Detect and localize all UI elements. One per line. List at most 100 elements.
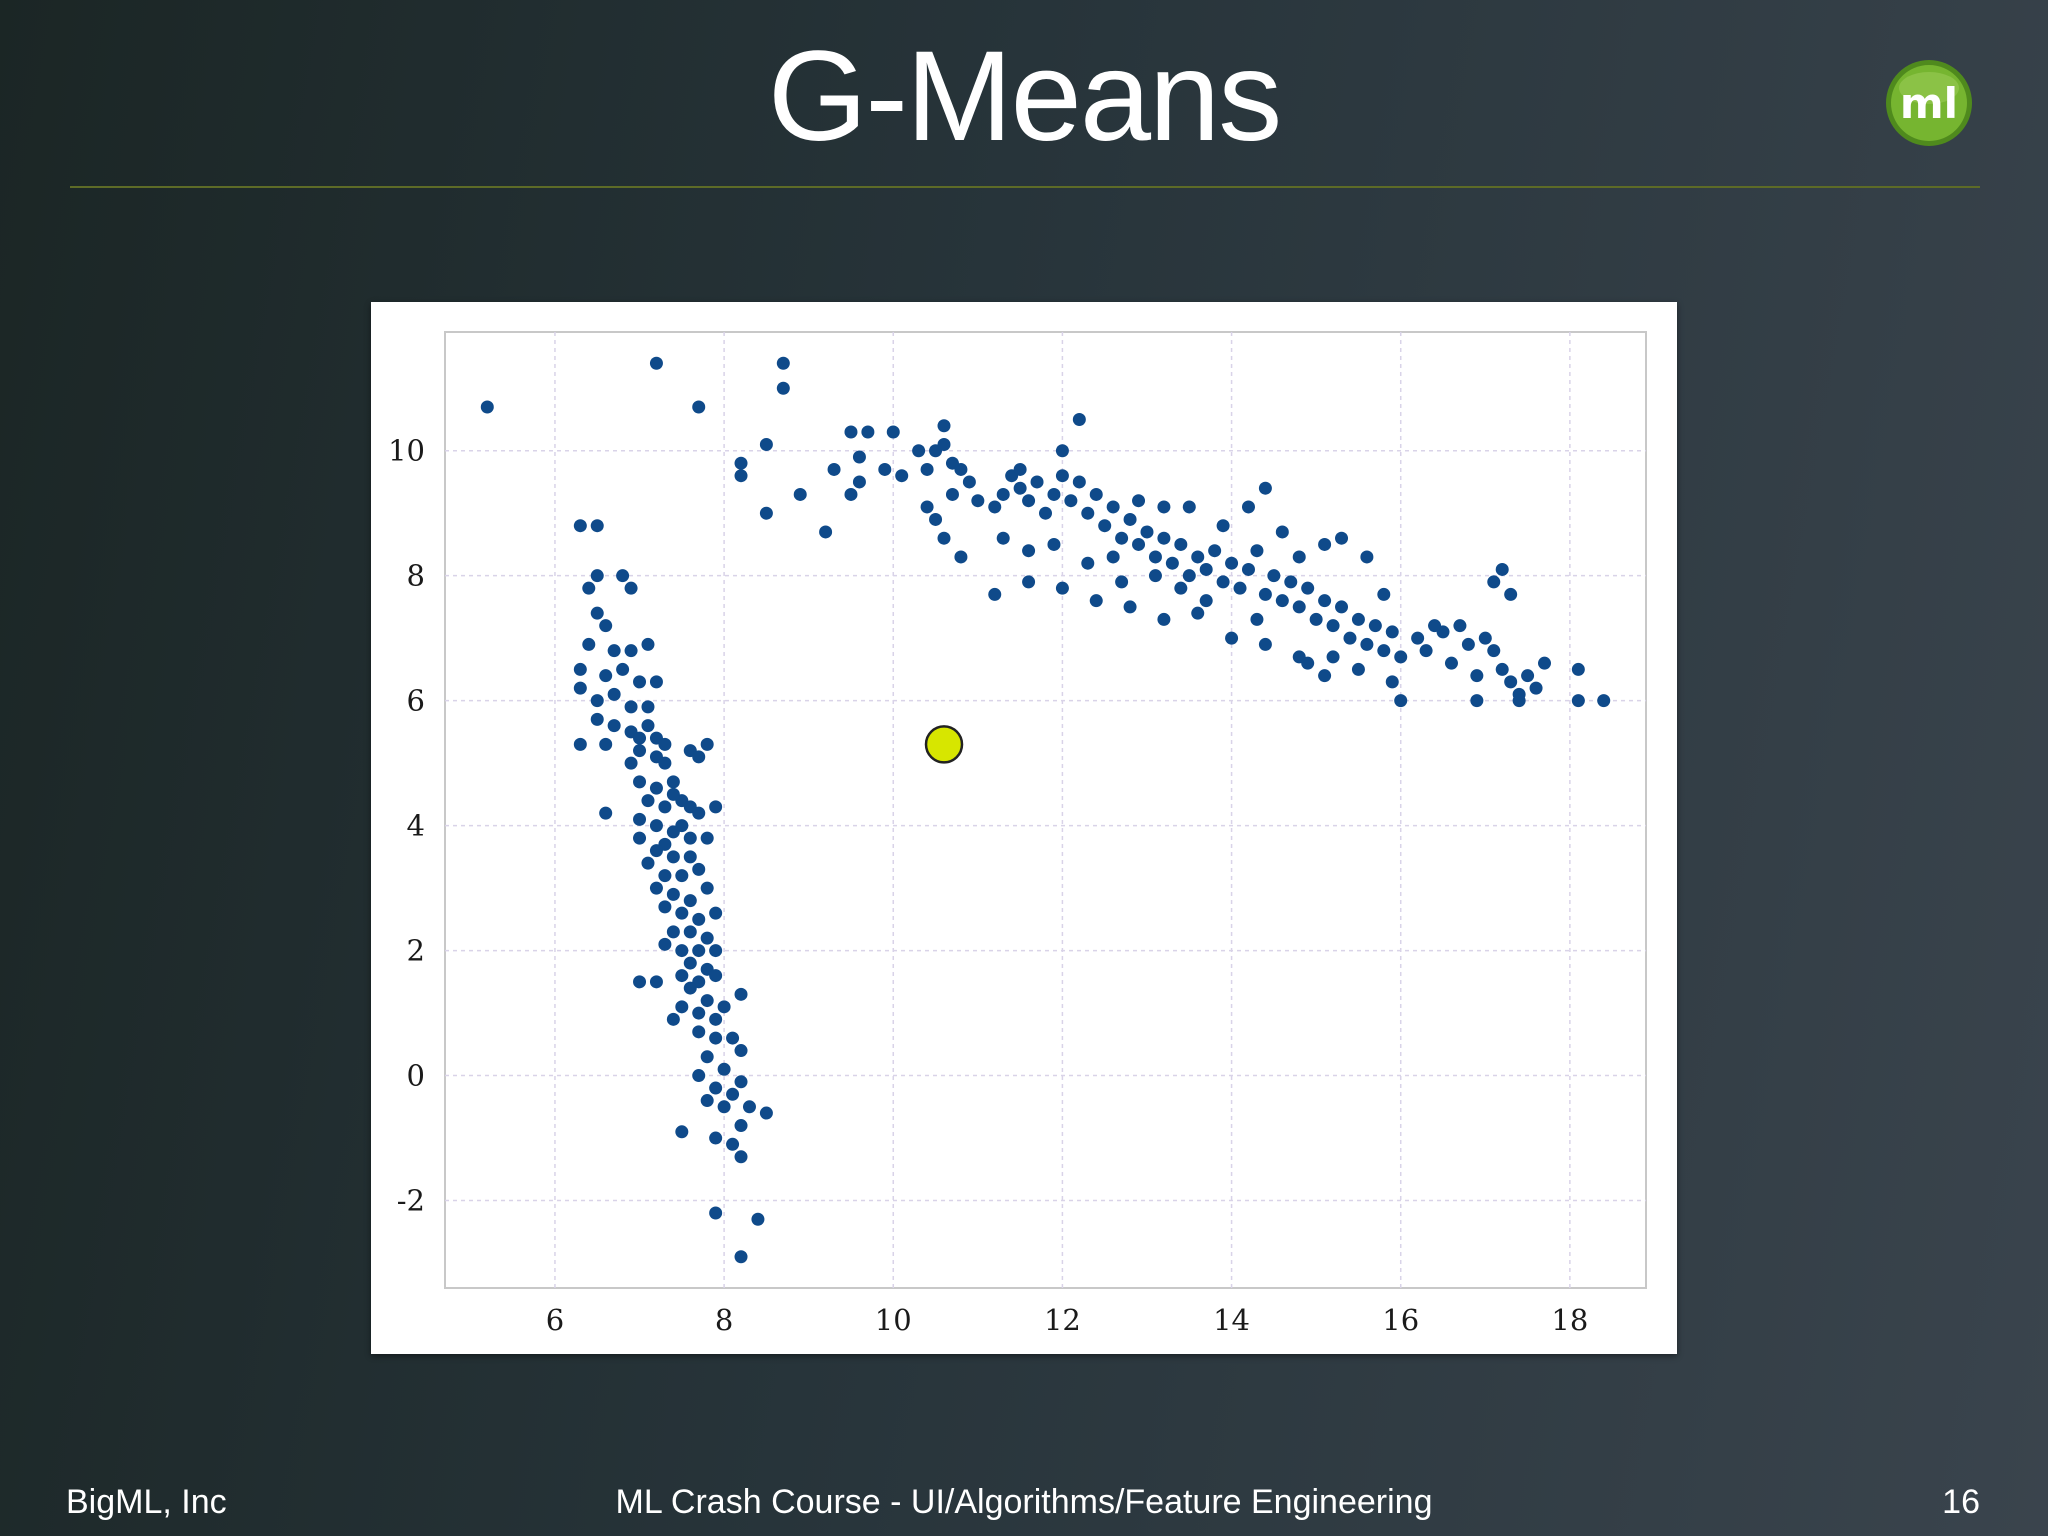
data-point — [1453, 619, 1467, 633]
y-tick-label: 4 — [407, 809, 425, 843]
data-point — [1072, 475, 1086, 489]
data-point — [1089, 594, 1103, 608]
data-point — [886, 425, 900, 439]
data-point — [1343, 631, 1357, 645]
data-point — [1106, 500, 1120, 514]
data-point — [1487, 575, 1501, 589]
data-point — [1394, 694, 1408, 708]
data-point — [1030, 475, 1044, 489]
data-point — [1233, 581, 1247, 595]
data-point — [1132, 494, 1146, 508]
data-point — [920, 462, 934, 476]
data-point — [1241, 500, 1255, 514]
data-point — [1241, 562, 1255, 576]
data-point — [1148, 569, 1162, 583]
data-point — [700, 881, 714, 895]
data-point — [1377, 587, 1391, 601]
data-point — [1360, 637, 1374, 651]
data-point — [658, 937, 672, 951]
data-point — [582, 581, 596, 595]
data-point — [988, 500, 1002, 514]
data-point — [633, 831, 647, 845]
data-point — [1360, 550, 1374, 564]
data-point — [1182, 569, 1196, 583]
data-point — [759, 437, 773, 451]
data-point — [709, 944, 723, 958]
data-point — [1318, 537, 1332, 551]
data-point — [1495, 662, 1509, 676]
data-point — [590, 569, 604, 583]
data-point — [1318, 669, 1332, 683]
data-point — [1250, 612, 1264, 626]
data-point — [852, 450, 866, 464]
data-point — [590, 606, 604, 620]
data-point — [633, 775, 647, 789]
data-point — [1115, 575, 1129, 589]
data-point — [1326, 619, 1340, 633]
data-point — [633, 675, 647, 689]
data-point — [1529, 681, 1543, 695]
data-point — [945, 487, 959, 501]
data-point — [734, 1150, 748, 1164]
data-point — [734, 456, 748, 470]
data-point — [1368, 619, 1382, 633]
scatter-chart-card: 6 8 10 12 14 16 18 -2 0 2 4 6 8 10 — [371, 302, 1677, 1354]
data-point — [666, 925, 680, 939]
data-point — [700, 1050, 714, 1064]
data-point — [1174, 581, 1188, 595]
data-point — [1419, 644, 1433, 658]
data-point — [675, 969, 689, 983]
data-point — [844, 487, 858, 501]
data-point — [734, 1250, 748, 1264]
data-point — [954, 462, 968, 476]
data-point — [1258, 587, 1272, 601]
data-point — [1292, 600, 1306, 614]
data-point — [819, 525, 833, 539]
data-point — [709, 800, 723, 814]
data-point — [599, 669, 613, 683]
data-point — [709, 1012, 723, 1026]
data-point — [1411, 631, 1425, 645]
data-point — [675, 906, 689, 920]
data-point — [1478, 631, 1492, 645]
data-point — [1132, 537, 1146, 551]
data-point — [717, 1100, 731, 1114]
data-point — [751, 1212, 765, 1226]
data-point — [1022, 544, 1036, 558]
data-point — [1326, 650, 1340, 664]
centroid-point — [924, 725, 964, 764]
data-point — [573, 737, 587, 751]
data-point — [1022, 575, 1036, 589]
data-point — [1385, 625, 1399, 639]
data-point — [1174, 537, 1188, 551]
data-point — [1199, 562, 1213, 576]
data-point — [590, 519, 604, 533]
data-point — [726, 1137, 740, 1151]
data-point — [962, 475, 976, 489]
data-point — [1335, 600, 1349, 614]
data-point — [1470, 669, 1484, 683]
data-point — [1394, 650, 1408, 664]
data-point — [1047, 537, 1061, 551]
data-point — [573, 681, 587, 695]
y-tick-label: 0 — [407, 1059, 425, 1093]
data-point — [776, 356, 790, 370]
x-tick-label: 16 — [1382, 1303, 1419, 1337]
data-point — [1461, 637, 1475, 651]
data-point — [1013, 481, 1027, 495]
data-point — [759, 1106, 773, 1120]
data-point — [1512, 694, 1526, 708]
data-point — [709, 1031, 723, 1045]
data-point — [1318, 594, 1332, 608]
data-point — [1309, 612, 1323, 626]
data-point — [709, 1131, 723, 1145]
data-point — [599, 619, 613, 633]
plot-area-frame — [444, 331, 1647, 1289]
data-point — [1115, 531, 1129, 545]
data-point — [633, 975, 647, 989]
data-point — [920, 500, 934, 514]
x-tick-label: 18 — [1551, 1303, 1588, 1337]
data-point — [1199, 594, 1213, 608]
data-point — [633, 731, 647, 745]
data-point — [607, 644, 621, 658]
